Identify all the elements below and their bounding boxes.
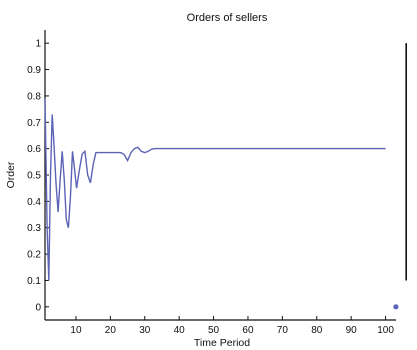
y-tick-label: 0.2 [27, 250, 41, 261]
x-tick-label: 60 [242, 325, 254, 336]
x-ticks: 10 20 30 40 50 60 70 80 90 100 [70, 316, 394, 336]
x-tick-label: 30 [139, 325, 151, 336]
x-tick-label: 10 [70, 325, 82, 336]
x-tick-label: 70 [277, 325, 289, 336]
x-tick-label: 40 [174, 325, 186, 336]
x-tick-label: 20 [105, 325, 117, 336]
y-axis-label: Order [5, 161, 17, 188]
y-tick-label: 0.5 [27, 171, 41, 182]
y-tick-label: 1 [35, 39, 41, 50]
x-tick-label: 90 [346, 325, 358, 336]
x-tick-label: 80 [311, 325, 323, 336]
y-tick-label: 0.3 [27, 223, 41, 234]
x-tick-label: 50 [208, 325, 220, 336]
x-axis-label: Time Period [194, 337, 250, 349]
y-tick-label: 0.7 [27, 118, 41, 129]
y-tick-label: 0 [35, 302, 41, 313]
chart-title: Orders of sellers [187, 12, 268, 24]
data-point [393, 304, 399, 310]
y-ticks: 0 0.1 0.2 0.3 0.4 0.5 0.6 0.7 0.8 0.9 1 [27, 39, 49, 313]
y-tick-label: 0.9 [27, 65, 41, 76]
y-tick-label: 0.6 [27, 144, 41, 155]
y-tick-label: 0.4 [27, 197, 41, 208]
y-tick-label: 0.8 [27, 91, 41, 102]
y-tick-label: 0.1 [27, 276, 41, 287]
series-line [44, 98, 386, 281]
x-tick-label: 100 [377, 325, 394, 336]
